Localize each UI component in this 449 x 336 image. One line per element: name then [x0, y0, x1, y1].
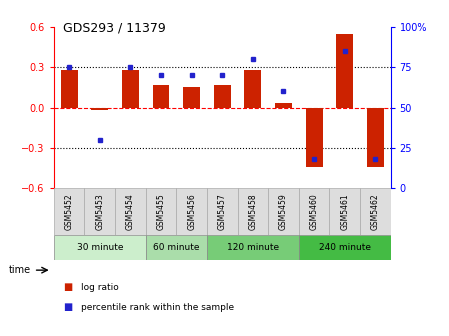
Bar [84, 188, 115, 235]
Bar [306, 108, 322, 167]
Bar [360, 188, 391, 235]
Text: ■: ■ [63, 302, 72, 312]
Bar [122, 70, 139, 108]
Text: percentile rank within the sample: percentile rank within the sample [81, 303, 234, 312]
Bar [115, 188, 146, 235]
Bar [146, 188, 176, 235]
Bar [146, 235, 207, 260]
Text: 240 minute: 240 minute [319, 243, 371, 252]
Text: GDS293 / 11379: GDS293 / 11379 [63, 22, 166, 35]
Bar [238, 188, 268, 235]
Bar [299, 235, 391, 260]
Bar [367, 108, 384, 167]
Bar [330, 188, 360, 235]
Text: GSM5456: GSM5456 [187, 193, 196, 230]
Text: GSM5452: GSM5452 [65, 193, 74, 230]
Text: GSM5458: GSM5458 [248, 193, 257, 230]
Bar [61, 70, 78, 108]
Text: GSM5457: GSM5457 [218, 193, 227, 230]
Bar [153, 85, 169, 108]
Text: GSM5454: GSM5454 [126, 193, 135, 230]
Text: GSM5461: GSM5461 [340, 193, 349, 230]
Text: 30 minute: 30 minute [76, 243, 123, 252]
Bar [336, 34, 353, 108]
Text: time: time [9, 265, 31, 276]
Bar [207, 188, 238, 235]
Text: ■: ■ [63, 282, 72, 292]
Text: GSM5459: GSM5459 [279, 193, 288, 230]
Text: 120 minute: 120 minute [227, 243, 279, 252]
Text: 60 minute: 60 minute [153, 243, 200, 252]
Bar [214, 85, 231, 108]
Bar [244, 70, 261, 108]
Bar [268, 188, 299, 235]
Bar [207, 235, 299, 260]
Text: GSM5462: GSM5462 [371, 193, 380, 230]
Bar [54, 235, 146, 260]
Bar [176, 188, 207, 235]
Bar [183, 87, 200, 108]
Text: log ratio: log ratio [81, 283, 119, 292]
Bar [275, 103, 292, 108]
Bar [92, 108, 108, 110]
Bar [54, 188, 84, 235]
Text: GSM5460: GSM5460 [310, 193, 319, 230]
Bar [299, 188, 330, 235]
Text: GSM5455: GSM5455 [157, 193, 166, 230]
Text: GSM5453: GSM5453 [95, 193, 104, 230]
